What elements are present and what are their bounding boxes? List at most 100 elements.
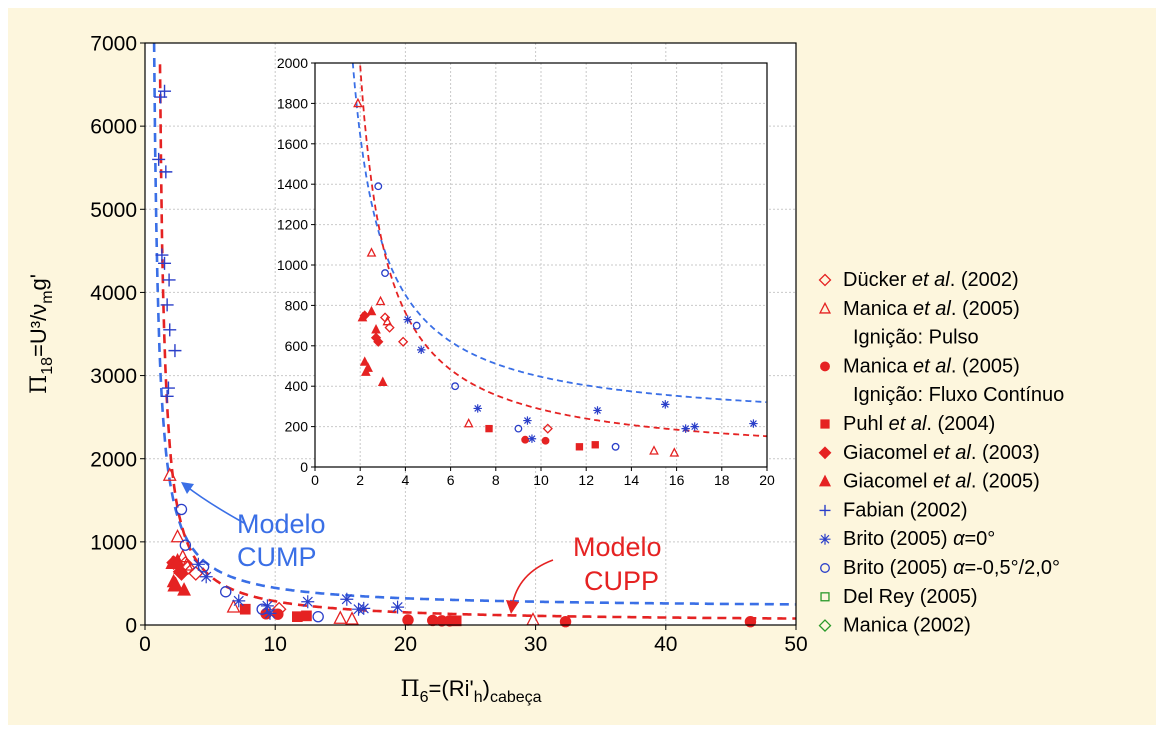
legend-marker: [820, 563, 830, 573]
legend-label-text: Ignição: Pulso: [853, 327, 979, 349]
inset-point: [521, 435, 530, 444]
main-point: [175, 503, 188, 516]
main-point: [352, 602, 366, 616]
main-point: [340, 592, 354, 606]
main-point: [158, 256, 172, 270]
main-point: [173, 560, 188, 574]
inset-point: [382, 315, 393, 326]
inset-ytick-label: 1200: [277, 217, 308, 233]
main-point: [191, 557, 205, 571]
inset-point: [374, 182, 383, 191]
inset-point: [375, 295, 386, 306]
main-point: [155, 248, 169, 262]
inset-point: [593, 406, 602, 415]
inset-xtick-label: 10: [533, 472, 549, 488]
inset-point: [541, 436, 550, 445]
main-point: [239, 603, 251, 615]
inset-point: [371, 324, 381, 334]
cupp-arrowhead: [506, 600, 519, 614]
main-point: [345, 611, 359, 625]
legend-label: Puhl et al. (2004): [843, 413, 995, 435]
inset-point: [523, 416, 532, 425]
inset-model-curve-cupp: [359, 63, 767, 438]
main-model-curve-cump: [152, 43, 796, 606]
legend-label-italic: α: [953, 557, 965, 579]
legend-label-suffix: . (2002): [950, 269, 1019, 291]
inset-plot: 0 2 4 6 8 10 12 14 16 18 2002004006008001000120014…: [277, 55, 775, 488]
legend-label-text: Ignição: Fluxo Contínuo: [853, 384, 1064, 406]
legend-label-italic: et al: [933, 471, 971, 493]
inset-ytick-label: 800: [285, 297, 309, 313]
main-point: [333, 610, 348, 624]
main-xtick-label: 50: [784, 633, 807, 656]
main-point: [177, 582, 191, 596]
legend-label-suffix: . (2004): [926, 413, 995, 435]
main-border: [144, 42, 797, 626]
inset-point: [473, 404, 482, 413]
main-point: [162, 273, 176, 287]
inset-point: [373, 336, 384, 347]
inset-point: [353, 97, 363, 108]
y-title-tail: g': [26, 274, 51, 290]
main-point: [161, 381, 175, 395]
inset-point: [384, 322, 395, 333]
main-xtick-label: 0: [139, 633, 151, 656]
legend-label-italic: et al: [889, 413, 927, 435]
legend-label-text: Puhl: [843, 413, 889, 435]
legend-marker: [819, 504, 831, 516]
inset-xtick-label: 14: [624, 472, 640, 488]
main-point: [168, 576, 183, 590]
inset-ytick-label: 1000: [277, 257, 308, 273]
inset-point: [669, 447, 680, 457]
legend-label-suffix: =0°: [964, 528, 995, 550]
main-point: [179, 539, 192, 551]
legend-label: Ignição: Pulso: [853, 327, 979, 349]
inset-ytick-label: 1400: [277, 176, 308, 192]
inset-point: [359, 356, 370, 366]
legend-label-suffix: . (2005): [971, 471, 1040, 493]
main-point: [272, 608, 284, 620]
x-title-sub2: h: [474, 689, 483, 706]
legend-label-italic: α: [953, 528, 965, 550]
main-point: [179, 557, 194, 571]
main-point: [301, 595, 315, 609]
legend-label-text: Dücker: [843, 269, 912, 291]
inset-xtick-label: 2: [356, 472, 364, 488]
legend-label-italic: et al: [933, 442, 971, 464]
cump-label-line2: CUMP: [237, 542, 317, 572]
inset-point: [463, 417, 474, 428]
legend-item: Brito (2005) α=0°: [819, 528, 995, 550]
main-point: [260, 599, 274, 613]
inset-xtick-label: 4: [402, 472, 410, 488]
inset-point: [451, 382, 460, 391]
main-point: [160, 389, 174, 403]
legend-item: Fabian (2002): [819, 499, 968, 521]
main-point: [559, 615, 572, 628]
legend-marker: [818, 301, 832, 314]
x-title-close: ): [483, 676, 490, 701]
legend-item: Giacomel et al. (2003): [818, 442, 1040, 464]
main-point: [152, 152, 166, 166]
legend-label-text: Giacomel: [843, 442, 933, 464]
legend-label: Dücker et al. (2002): [843, 269, 1019, 291]
legend-item: Puhl et al. (2004): [820, 413, 995, 435]
cupp-arrow: [511, 559, 554, 607]
main-point: [263, 606, 277, 620]
x-title-pi: Π: [400, 677, 419, 702]
main-point: [159, 165, 173, 179]
legend-item: Brito (2005) α=-0,5°/2,0°: [820, 557, 1060, 579]
legend-label: Manica et al. (2005): [843, 298, 1020, 320]
legend-marker: [819, 533, 831, 545]
legend-label-text: Manica (2002): [843, 615, 971, 637]
main-point: [160, 298, 174, 312]
main-ytick-label: 4000: [90, 282, 137, 305]
main-point: [220, 586, 232, 598]
main-xtick-label: 20: [394, 633, 417, 656]
inset-point: [366, 247, 377, 257]
inset-xtick-label: 12: [578, 472, 594, 488]
main-point: [163, 323, 177, 337]
legend-label: Fabian (2002): [843, 499, 968, 521]
main-point: [199, 570, 213, 584]
inset-point: [381, 269, 389, 278]
